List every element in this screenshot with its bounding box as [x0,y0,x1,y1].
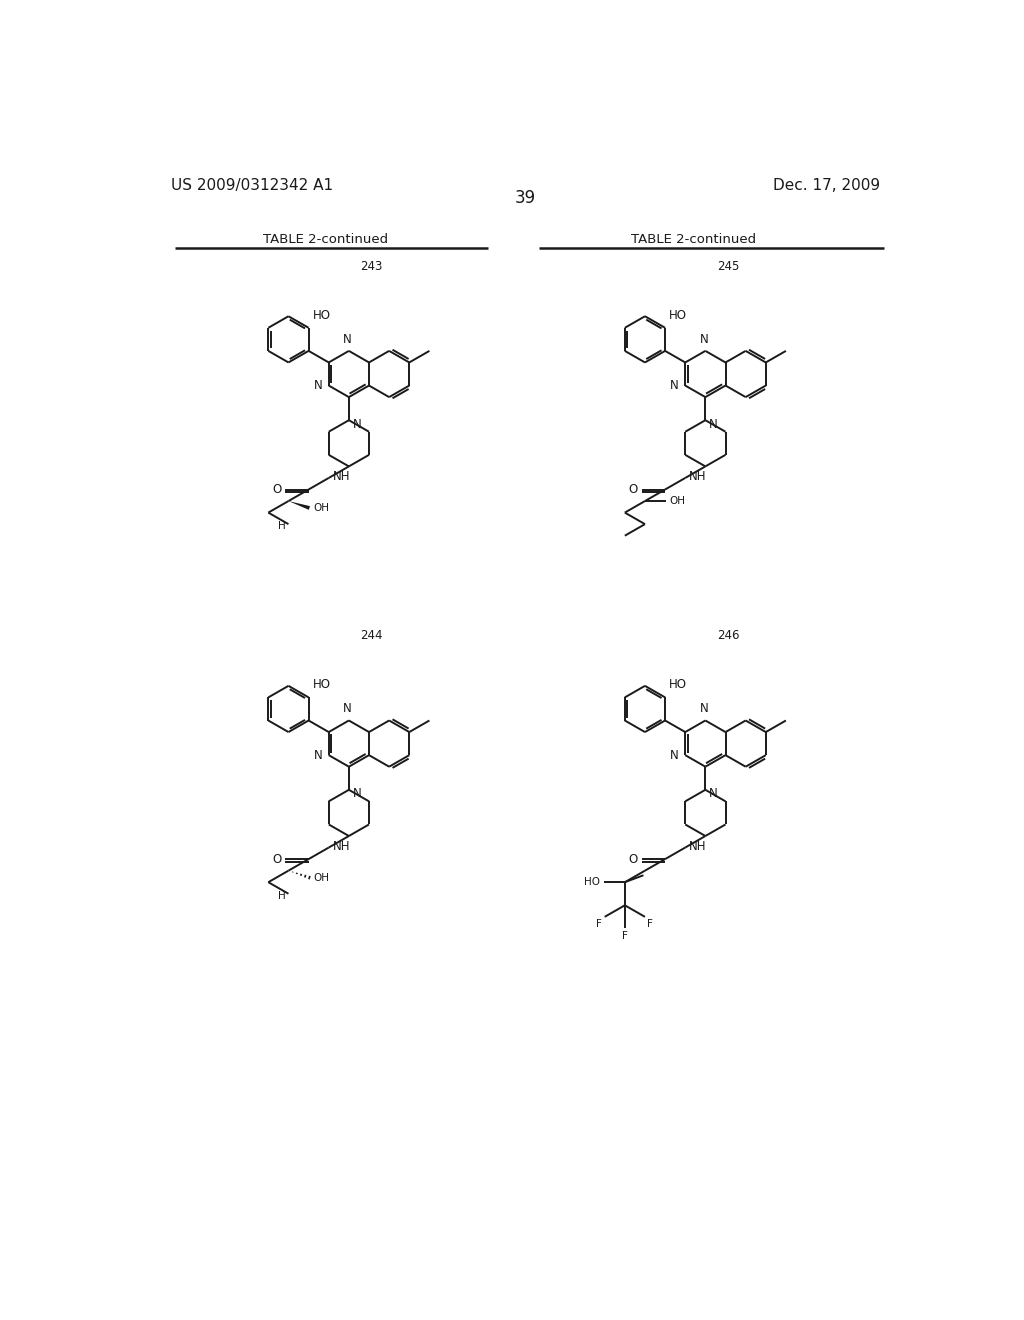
Polygon shape [289,502,310,510]
Text: N: N [699,702,709,715]
Text: F: F [622,931,628,941]
Text: N: N [352,788,361,800]
Text: OH: OH [670,496,686,506]
Text: HO: HO [584,878,600,887]
Text: O: O [629,853,638,866]
Text: N: N [343,702,351,715]
Text: N: N [313,379,323,392]
Text: NH: NH [333,470,350,483]
Text: NH: NH [689,840,707,853]
Text: H: H [279,521,286,531]
Text: O: O [272,483,282,496]
Text: F: F [647,919,653,929]
Text: N: N [343,333,351,346]
Text: H: H [279,891,286,900]
Text: Dec. 17, 2009: Dec. 17, 2009 [773,178,880,193]
Text: TABLE 2-continued: TABLE 2-continued [263,232,388,246]
Text: N: N [710,418,718,430]
Text: 243: 243 [360,260,383,273]
Text: N: N [671,379,679,392]
Text: N: N [352,418,361,430]
Text: N: N [313,748,323,762]
Text: F: F [597,919,602,929]
Text: HO: HO [312,678,331,692]
Text: HO: HO [312,309,331,322]
Text: OH: OH [313,873,330,883]
Text: HO: HO [669,678,687,692]
Text: N: N [671,748,679,762]
Text: 244: 244 [360,630,383,643]
Text: N: N [699,333,709,346]
Text: 245: 245 [717,260,739,273]
Text: TABLE 2-continued: TABLE 2-continued [631,232,757,246]
Text: 39: 39 [514,189,536,207]
Text: NH: NH [333,840,350,853]
Text: O: O [272,853,282,866]
Text: HO: HO [669,309,687,322]
Text: NH: NH [689,470,707,483]
Text: 246: 246 [717,630,739,643]
Text: US 2009/0312342 A1: US 2009/0312342 A1 [171,178,333,193]
Text: O: O [629,483,638,496]
Text: N: N [710,788,718,800]
Text: OH: OH [313,503,330,513]
